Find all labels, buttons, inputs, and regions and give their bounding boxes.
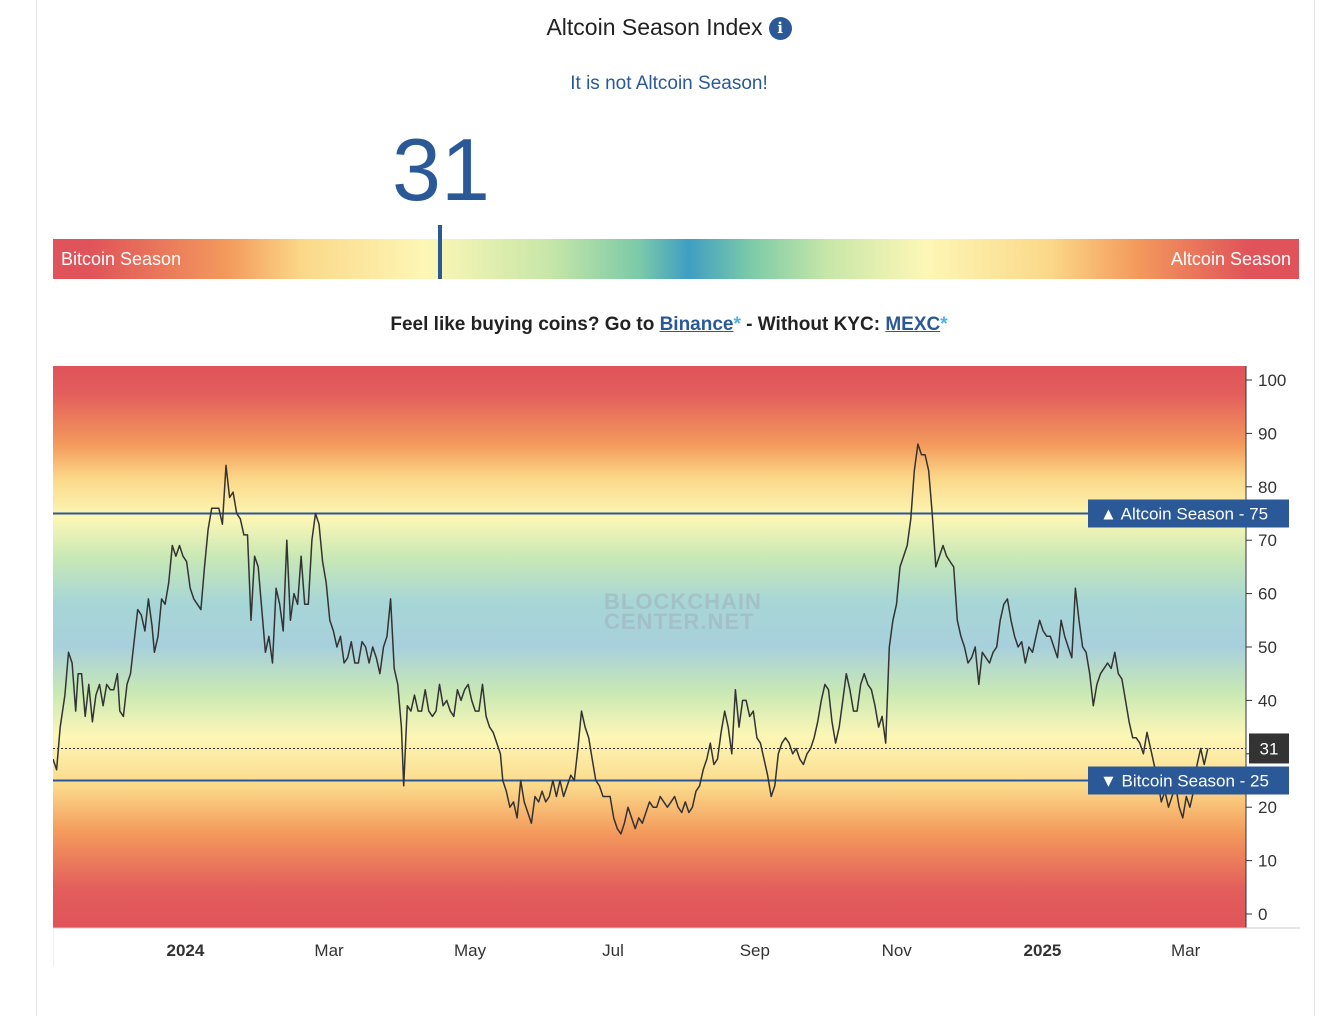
promo-prefix: Feel like buying coins? Go to [390,314,660,335]
y-tick-label: 10 [1258,852,1277,871]
x-tick-label: Mar [1171,941,1201,960]
y-tick-label: 100 [1258,371,1286,390]
chart-background [53,366,1246,928]
threshold-lines [53,512,1246,782]
gauge-right-label: Altcoin Season [1170,249,1291,269]
threshold-badge [1088,499,1289,528]
x-tick-label: Sep [740,941,770,960]
gauge-left-label: Bitcoin Season [61,249,182,269]
season-gauge: Bitcoin Season Altcoin Season [53,239,1299,279]
binance-star: * [733,314,741,335]
watermark: BLOCKCHAIN CENTER.NET [604,589,762,634]
page-title-row: Altcoin Season Index i [0,14,1338,41]
page-title: Altcoin Season Index [546,14,763,40]
y-tick-label: 40 [1258,691,1277,710]
promo-line: Feel like buying coins? Go to Binance* -… [0,314,1338,336]
x-tick-label: 2025 [1024,941,1062,960]
gauge-needle [438,225,442,279]
x-tick-label: 2024 [167,941,205,960]
chart-yaxis-background [1246,366,1300,928]
y-tick-label: 70 [1258,531,1277,550]
y-tick-label: 90 [1258,424,1277,443]
threshold-badge [1088,766,1289,795]
watermark-line1: BLOCKCHAIN [604,589,762,614]
x-tick-label: May [454,941,487,960]
y-tick-label: 0 [1258,905,1267,924]
binance-link[interactable]: Binance [659,314,734,335]
x-tick-label: Nov [882,941,913,960]
x-axis-ticks: 2024 Mar May Jul Sep Nov 2025 Mar [167,941,1201,960]
current-badge [1249,733,1289,764]
y-tick-label: 20 [1258,798,1277,817]
promo-middle: - Without KYC: [740,314,886,335]
y-tick-label: 60 [1258,585,1277,604]
mexc-star: * [940,314,948,335]
season-status: It is not Altcoin Season! [570,73,768,94]
mexc-link[interactable]: MEXC [885,314,941,335]
info-icon[interactable]: i [768,17,792,40]
current-label: 31 [1260,739,1279,758]
index-value: 31 [392,120,490,219]
y-tick-label: 50 [1258,638,1277,657]
x-tick-label: Mar [314,941,344,960]
threshold-labels: ▲ Altcoin Season - 75 ▼ Bitcoin Season - … [1088,499,1289,795]
x-tick-label: Jul [602,941,624,960]
content-frame [36,0,1315,1016]
altcoin-index-chart: 1009080706050403020100 2024MarMayJulSepN… [53,366,1300,966]
watermark-line2: CENTER.NET [604,609,755,634]
y-tick-label: 80 [1258,478,1277,497]
series-line [53,443,1209,835]
threshold-label: ▲ Altcoin Season - 75 [1100,505,1268,524]
threshold-label: ▼ Bitcoin Season - 25 [1100,772,1269,791]
